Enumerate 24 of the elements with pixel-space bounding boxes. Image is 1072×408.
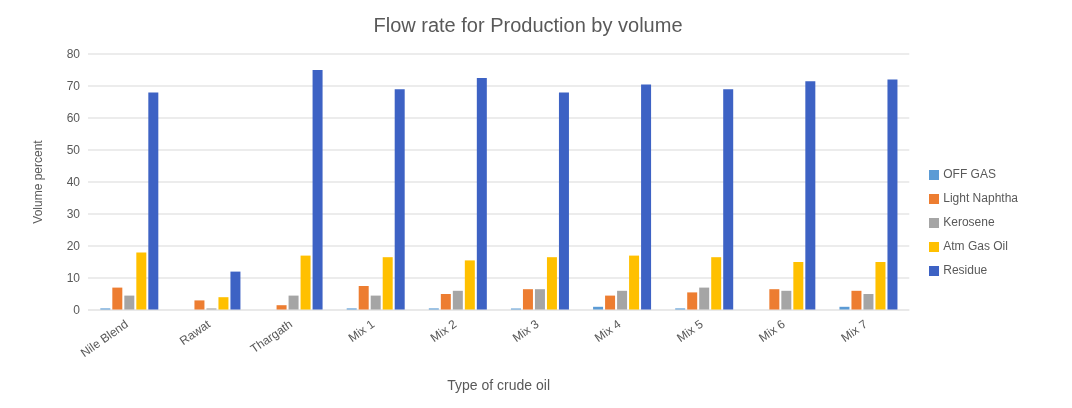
y-tick-label: 10 bbox=[66, 271, 81, 286]
chart-title: Flow rate for Production by volume bbox=[372, 13, 684, 38]
legend-label: Residue bbox=[943, 263, 988, 277]
y-tick-label: 70 bbox=[66, 79, 81, 94]
x-tick-label: Mix 3 bbox=[509, 316, 542, 345]
y-axis-title: Volume percent bbox=[31, 139, 46, 224]
x-axis-title: Type of crude oil bbox=[447, 377, 550, 393]
x-tick-label: Mix 7 bbox=[838, 316, 871, 345]
y-tick-label: 0 bbox=[73, 303, 81, 318]
y-tick-label: 50 bbox=[66, 143, 81, 158]
y-tick-label: 20 bbox=[66, 239, 81, 254]
legend-label: OFF GAS bbox=[943, 167, 996, 181]
x-tick-label: Mix 2 bbox=[427, 316, 460, 345]
x-tick-label: Mix 4 bbox=[592, 316, 624, 345]
legend-label: Light Naphtha bbox=[943, 191, 1018, 205]
y-tick-label: 30 bbox=[66, 207, 81, 222]
legend-label: Atm Gas Oil bbox=[943, 239, 1008, 253]
y-tick-label: 40 bbox=[66, 175, 81, 190]
x-tick-label: Mix 6 bbox=[756, 316, 789, 345]
x-tick-label: Mix 1 bbox=[345, 316, 378, 345]
legend-label: Kerosene bbox=[943, 215, 995, 229]
y-tick-label: 60 bbox=[66, 111, 81, 126]
y-tick-label: 80 bbox=[66, 47, 81, 62]
x-tick-label: Mix 5 bbox=[674, 316, 706, 345]
